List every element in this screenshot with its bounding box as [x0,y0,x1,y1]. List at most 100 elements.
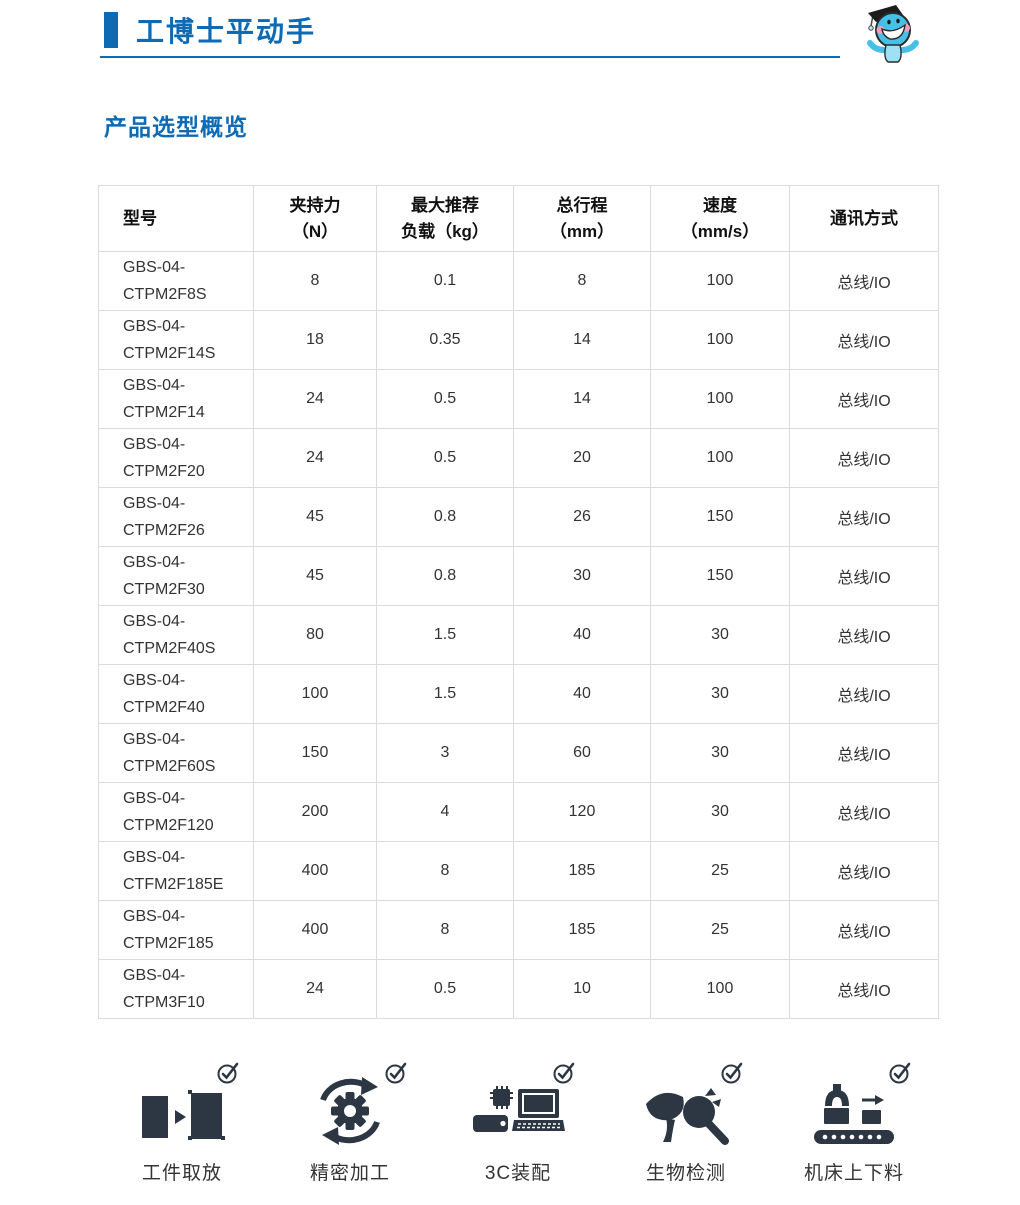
max-load-cell: 1.5 [376,605,514,665]
communication-cell: 总线/IO [789,959,939,1019]
clamping-force-cell: 100 [253,664,377,724]
model-cell: GBS-04- CTPM2F185 [98,900,254,960]
application-machine-loading: 机床上下料 [770,1060,938,1185]
table-header-row: 型号 夹持力 （N） 最大推荐 负载（kg） 总行程 （mm） 速度 （mm/s… [98,185,939,252]
clamping-force-cell: 80 [253,605,377,665]
table-row: GBS-04- CTPM2F120 200 4 120 30 总线/IO [98,782,939,842]
speed-cell: 30 [650,782,790,842]
communication-cell: 总线/IO [789,782,939,842]
speed-cell: 30 [650,605,790,665]
max-load-cell: 0.35 [376,310,514,370]
product-selection-table: 型号 夹持力 （N） 最大推荐 负载（kg） 总行程 （mm） 速度 （mm/s… [98,185,939,1019]
table-row: GBS-04- CTPM2F8S 8 0.1 8 100 总线/IO [98,251,939,311]
speed-cell: 100 [650,251,790,311]
check-badge-icon [552,1060,578,1091]
table-header: 型号 夹持力 （N） 最大推荐 负载（kg） 总行程 （mm） 速度 （mm/s… [98,185,939,252]
model-cell: GBS-04- CTPM2F8S [98,251,254,311]
max-load-cell: 8 [376,841,514,901]
applications-row: 工件取放 [98,1060,938,1185]
application-label: 3C装配 [484,1163,552,1184]
speed-cell: 100 [650,310,790,370]
clamping-force-cell: 200 [253,782,377,842]
clamping-force-cell: 400 [253,900,377,960]
clamping-force-cell: 24 [253,428,377,488]
model-cell: GBS-04- CTFM2F185E [98,841,254,901]
check-badge-icon [216,1060,242,1091]
header-divider [100,56,840,58]
application-bio-detection: 生物检测 [602,1060,770,1185]
table-row: GBS-04- CTPM2F14 24 0.5 14 100 总线/IO [98,369,939,429]
model-cell: GBS-04- CTPM2F60S [98,723,254,783]
machine-loading-icon [804,1060,911,1146]
communication-cell: 总线/IO [789,723,939,783]
application-label: 生物检测 [645,1163,726,1184]
total-stroke-cell: 120 [513,782,651,842]
3c-assembly-icon [468,1060,575,1146]
application-label: 机床上下料 [803,1163,904,1184]
clamping-force-cell: 24 [253,959,377,1019]
max-load-cell: 0.5 [376,959,514,1019]
total-stroke-cell: 8 [513,251,651,311]
table-row: GBS-04- CTPM2F60S 150 3 60 30 总线/IO [98,723,939,783]
total-stroke-cell: 40 [513,605,651,665]
col-header-total-stroke: 总行程 （mm） [513,185,651,252]
communication-cell: 总线/IO [789,487,939,547]
precision-machining-icon [300,1060,407,1146]
max-load-cell: 0.5 [376,428,514,488]
table-row: GBS-04- CTPM2F14S 18 0.35 14 100 总线/IO [98,310,939,370]
table-body: GBS-04- CTPM2F8S 8 0.1 8 100 总线/IO GBS-0… [98,251,939,1019]
clamping-force-cell: 8 [253,251,377,311]
total-stroke-cell: 20 [513,428,651,488]
total-stroke-cell: 10 [513,959,651,1019]
communication-cell: 总线/IO [789,900,939,960]
max-load-cell: 1.5 [376,664,514,724]
application-3c-assembly: 3C装配 [434,1060,602,1185]
title-accent-bar [104,12,118,48]
model-cell: GBS-04- CTPM2F40S [98,605,254,665]
speed-cell: 25 [650,900,790,960]
speed-cell: 100 [650,959,790,1019]
total-stroke-cell: 14 [513,369,651,429]
model-cell: GBS-04- CTPM3F10 [98,959,254,1019]
table-row: GBS-04- CTPM2F30 45 0.8 30 150 总线/IO [98,546,939,606]
application-pick-place: 工件取放 [98,1060,266,1185]
clamping-force-cell: 400 [253,841,377,901]
check-badge-icon [384,1060,410,1091]
max-load-cell: 3 [376,723,514,783]
total-stroke-cell: 26 [513,487,651,547]
speed-cell: 150 [650,546,790,606]
speed-cell: 100 [650,369,790,429]
model-cell: GBS-04- CTPM2F40 [98,664,254,724]
model-cell: GBS-04- CTPM2F30 [98,546,254,606]
pick-place-icon [132,1060,239,1146]
clamping-force-cell: 150 [253,723,377,783]
dr-gong-mascot-icon [856,2,928,64]
communication-cell: 总线/IO [789,546,939,606]
col-header-communication: 通讯方式 [789,185,939,252]
model-cell: GBS-04- CTPM2F26 [98,487,254,547]
application-label: 工件取放 [141,1163,222,1184]
total-stroke-cell: 185 [513,841,651,901]
max-load-cell: 0.5 [376,369,514,429]
col-header-speed: 速度 （mm/s） [650,185,790,252]
communication-cell: 总线/IO [789,310,939,370]
model-cell: GBS-04- CTPM2F20 [98,428,254,488]
table-row: GBS-04- CTPM2F185 400 8 185 25 总线/IO [98,900,939,960]
clamping-force-cell: 45 [253,487,377,547]
speed-cell: 25 [650,841,790,901]
communication-cell: 总线/IO [789,369,939,429]
col-header-clamping-force: 夹持力 （N） [253,185,377,252]
total-stroke-cell: 14 [513,310,651,370]
table-row: GBS-04- CTPM2F40S 80 1.5 40 30 总线/IO [98,605,939,665]
max-load-cell: 4 [376,782,514,842]
total-stroke-cell: 40 [513,664,651,724]
speed-cell: 30 [650,664,790,724]
check-badge-icon [888,1060,914,1091]
communication-cell: 总线/IO [789,251,939,311]
communication-cell: 总线/IO [789,428,939,488]
speed-cell: 100 [650,428,790,488]
max-load-cell: 8 [376,900,514,960]
communication-cell: 总线/IO [789,664,939,724]
application-precision-machining: 精密加工 [266,1060,434,1185]
